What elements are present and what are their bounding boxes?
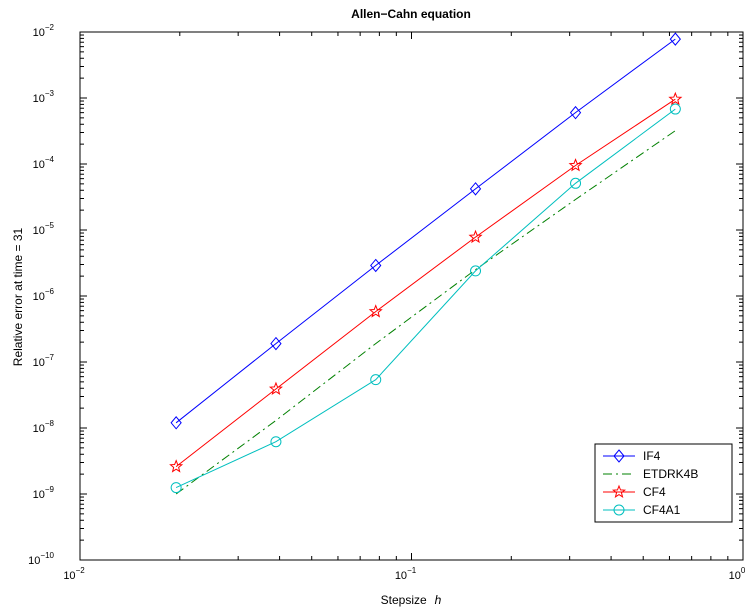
x-axis-label: Stepsize h — [381, 593, 442, 607]
data-point — [568, 158, 583, 172]
legend-item: CF4 — [603, 484, 666, 499]
data-point — [368, 304, 383, 318]
x-tick-label: 10−2 — [63, 566, 85, 582]
series-cf4 — [169, 91, 683, 473]
data-point — [370, 258, 382, 273]
legend-label: IF4 — [643, 449, 661, 463]
y-tick-label: 10−9 — [33, 485, 55, 501]
data-point — [669, 103, 681, 115]
legend-item: ETDRK4B — [603, 467, 698, 481]
legend-marker — [613, 449, 625, 463]
x-tick-label: 10−1 — [395, 566, 417, 582]
series-line — [175, 98, 676, 467]
legend-label: ETDRK4B — [643, 467, 698, 481]
data-point — [470, 265, 482, 277]
data-point — [570, 177, 582, 189]
data-point — [268, 381, 283, 395]
series-cf4a1 — [170, 103, 681, 494]
series-line — [175, 108, 676, 489]
y-tick-label: 10−5 — [33, 221, 55, 237]
series-line — [175, 38, 676, 424]
data-point — [270, 336, 282, 351]
series-line — [175, 130, 676, 495]
legend-label: CF4 — [643, 485, 666, 499]
y-axis-label: Relative error at time = 31 — [11, 227, 25, 366]
y-tick-label: 10−4 — [33, 155, 55, 171]
series-if4 — [170, 32, 681, 430]
legend-box — [594, 443, 733, 523]
legend-item: CF4A1 — [603, 503, 681, 517]
y-tick-label: 10−7 — [33, 353, 55, 369]
tick-layer: 10−2 10−1 100 10−10 10−9 10−8 10−7 10−6 10−5 10−4… — [28, 23, 746, 582]
data-point — [668, 91, 683, 106]
legend-label: CF4A1 — [643, 503, 681, 517]
x-axis-label-text: Stepsize — [381, 593, 427, 607]
data-point — [370, 374, 382, 386]
series-layer — [169, 32, 683, 495]
data-point — [469, 182, 482, 196]
y-tick-label: 10−3 — [33, 89, 55, 105]
data-point — [270, 436, 282, 448]
data-point — [669, 32, 681, 46]
data-point — [169, 459, 184, 473]
x-axis-label-variable: h — [435, 593, 442, 607]
data-point — [170, 482, 182, 494]
legend-item: IF4 — [603, 449, 661, 463]
x-tick-label: 100 — [729, 566, 746, 582]
legend-marker — [611, 484, 627, 498]
y-tick-label: 10−6 — [33, 287, 55, 303]
series-etdrk4b — [175, 130, 676, 495]
data-point — [468, 229, 483, 244]
legend-marker — [613, 504, 625, 516]
data-point — [569, 105, 582, 120]
y-tick-label: 10−8 — [33, 419, 55, 435]
legend: IF4 ETDRK4B CF4 CF4A1 — [594, 443, 733, 523]
chart-title: Allen−Cahn equation — [351, 7, 471, 21]
y-tick-label: 10−10 — [28, 551, 54, 567]
y-tick-label: 10−2 — [33, 23, 55, 39]
data-point — [170, 415, 182, 430]
